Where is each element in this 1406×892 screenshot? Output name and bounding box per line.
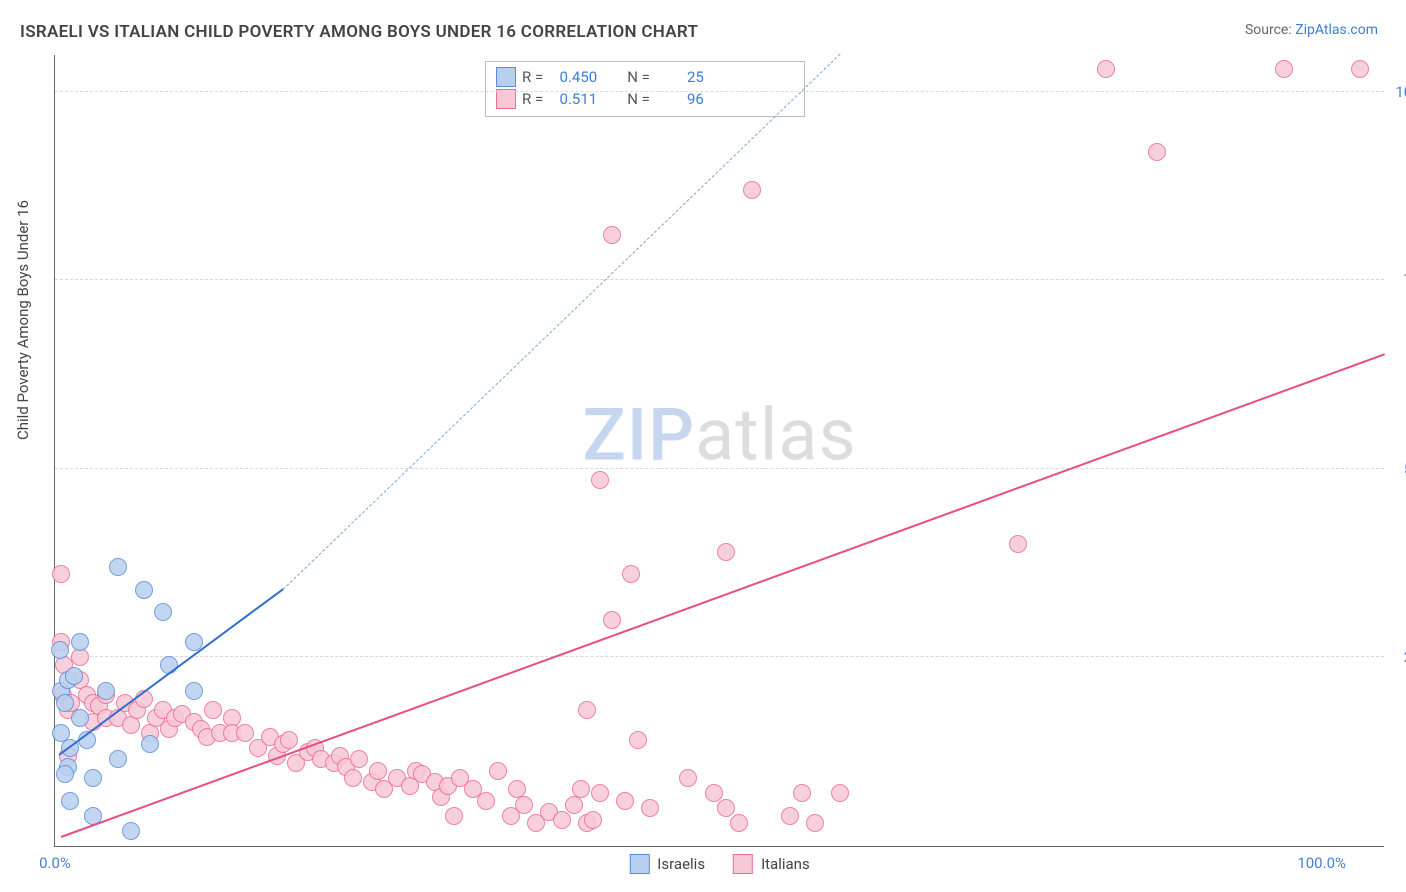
legend-label-israelis: Israelis <box>657 855 705 873</box>
legend-swatch-israelis <box>629 854 649 874</box>
n-italians: 96 <box>656 90 704 108</box>
legend-label-italians: Italians <box>761 855 810 873</box>
data-point-italians <box>578 701 596 719</box>
data-point-israelis <box>185 682 203 700</box>
data-point-italians <box>1275 60 1293 78</box>
data-point-italians <box>344 769 362 787</box>
data-point-italians <box>622 565 640 583</box>
data-point-italians <box>743 181 761 199</box>
data-point-italians <box>705 784 723 802</box>
data-point-italians <box>369 762 387 780</box>
data-point-italians <box>52 565 70 583</box>
data-point-italians <box>616 792 634 810</box>
data-point-italians <box>591 471 609 489</box>
data-point-italians <box>730 814 748 832</box>
data-point-italians <box>350 750 368 768</box>
data-point-italians <box>236 724 254 742</box>
data-point-italians <box>572 780 590 798</box>
scatter-plot: ZIPatlas R = 0.450 N = 25 R = 0.511 N = … <box>54 55 1384 847</box>
data-point-italians <box>1351 60 1369 78</box>
data-point-italians <box>806 814 824 832</box>
data-point-italians <box>445 807 463 825</box>
data-point-israelis <box>97 682 115 700</box>
ytick-label: 75.0% <box>1389 271 1406 289</box>
data-point-italians <box>831 784 849 802</box>
gridline <box>55 279 1384 280</box>
data-point-israelis <box>56 694 74 712</box>
data-point-italians <box>1148 143 1166 161</box>
data-point-italians <box>280 731 298 749</box>
n-israelis: 25 <box>656 68 704 86</box>
gridline <box>55 468 1384 469</box>
data-point-italians <box>1009 535 1027 553</box>
r-italians: 0.511 <box>549 90 597 108</box>
swatch-israelis <box>496 67 516 87</box>
gridline <box>55 656 1384 657</box>
data-point-italians <box>641 799 659 817</box>
data-point-italians <box>603 226 621 244</box>
xtick-label: 100.0% <box>1297 854 1346 872</box>
y-axis-label: Child Poverty Among Boys Under 16 <box>14 200 32 440</box>
source-label: Source: ZipAtlas.com <box>1245 22 1378 38</box>
ytick-label: 100.0% <box>1389 83 1406 101</box>
data-point-italians <box>489 762 507 780</box>
data-point-israelis <box>65 667 83 685</box>
data-point-israelis <box>135 581 153 599</box>
data-point-italians <box>477 792 495 810</box>
legend-swatch-italians <box>733 854 753 874</box>
data-point-italians <box>515 796 533 814</box>
data-point-italians <box>679 769 697 787</box>
data-point-italians <box>781 807 799 825</box>
trend-line <box>283 53 841 589</box>
chart-title: ISRAELI VS ITALIAN CHILD POVERTY AMONG B… <box>20 22 698 42</box>
data-point-italians <box>793 784 811 802</box>
watermark: ZIPatlas <box>582 392 856 477</box>
data-point-italians <box>717 543 735 561</box>
data-point-israelis <box>154 603 172 621</box>
ytick-label: 50.0% <box>1389 460 1406 478</box>
data-point-israelis <box>52 724 70 742</box>
data-point-israelis <box>71 709 89 727</box>
stats-legend: R = 0.450 N = 25 R = 0.511 N = 96 <box>485 61 805 117</box>
gridline <box>55 91 1384 92</box>
swatch-italians <box>496 89 516 109</box>
data-point-italians <box>1097 60 1115 78</box>
data-point-italians <box>591 784 609 802</box>
data-point-israelis <box>51 641 69 659</box>
data-point-italians <box>629 731 647 749</box>
data-point-israelis <box>122 822 140 840</box>
data-point-israelis <box>84 769 102 787</box>
trend-line <box>61 354 1385 839</box>
data-point-israelis <box>109 558 127 576</box>
data-point-israelis <box>109 750 127 768</box>
data-point-italians <box>584 811 602 829</box>
data-point-italians <box>553 811 571 829</box>
data-point-israelis <box>61 792 79 810</box>
data-point-israelis <box>71 633 89 651</box>
r-israelis: 0.450 <box>549 68 597 86</box>
series-legend: Israelis Italians <box>629 854 809 874</box>
xtick-label: 0.0% <box>39 854 71 872</box>
data-point-israelis <box>141 735 159 753</box>
data-point-italians <box>204 701 222 719</box>
data-point-italians <box>717 799 735 817</box>
ytick-label: 25.0% <box>1389 648 1406 666</box>
data-point-italians <box>603 611 621 629</box>
source-link[interactable]: ZipAtlas.com <box>1295 22 1378 38</box>
data-point-israelis <box>56 765 74 783</box>
